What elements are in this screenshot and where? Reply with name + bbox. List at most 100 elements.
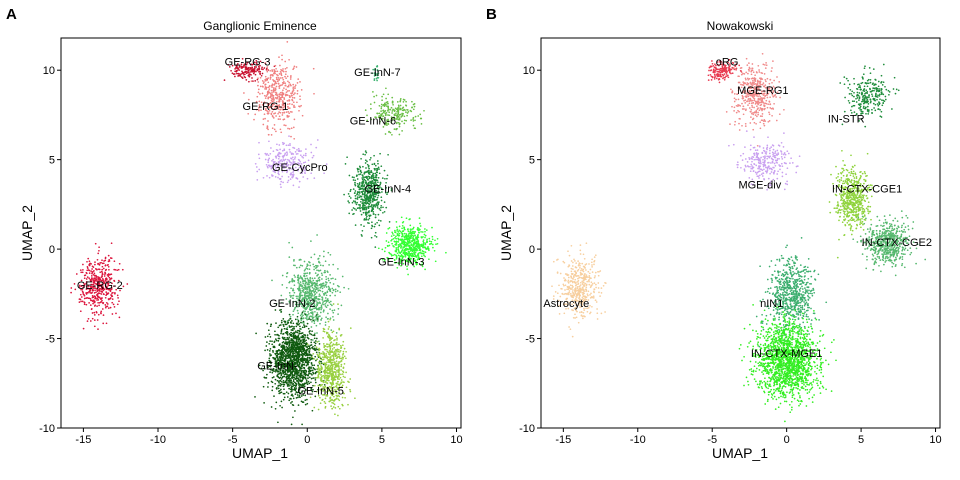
data-point <box>273 170 276 173</box>
data-point <box>265 377 268 379</box>
data-point <box>297 357 300 360</box>
data-point <box>96 305 98 307</box>
data-point <box>334 366 336 369</box>
data-point <box>294 84 297 87</box>
data-point <box>297 340 299 343</box>
data-point <box>279 404 281 407</box>
data-point <box>102 322 105 325</box>
data-point <box>407 230 410 233</box>
data-point <box>310 381 312 384</box>
data-point <box>388 227 391 229</box>
data-point <box>97 313 100 316</box>
data-point <box>319 315 321 317</box>
data-point <box>394 107 397 110</box>
data-point <box>368 177 371 180</box>
data-point <box>247 98 250 101</box>
data-point <box>287 176 290 178</box>
data-point <box>388 221 391 223</box>
data-point <box>278 56 280 58</box>
data-point <box>407 241 410 244</box>
data-point <box>279 93 282 96</box>
data-point <box>97 262 100 265</box>
data-point <box>380 110 382 112</box>
data-point <box>316 312 319 314</box>
data-point <box>308 281 311 284</box>
data-point <box>302 289 305 291</box>
data-point <box>286 169 289 171</box>
data-point <box>298 180 301 183</box>
data-point <box>88 302 90 304</box>
data-point <box>412 108 415 111</box>
data-point <box>93 325 96 328</box>
data-point <box>275 107 278 110</box>
data-point <box>325 294 328 297</box>
data-point <box>81 271 84 274</box>
data-point <box>377 203 380 206</box>
data-point <box>303 169 306 171</box>
data-point <box>282 106 285 109</box>
data-point <box>91 295 94 297</box>
data-point <box>371 200 374 203</box>
data-point <box>295 153 298 155</box>
data-point <box>278 87 281 89</box>
data-point <box>324 284 327 287</box>
data-point <box>318 293 321 296</box>
data-point <box>298 293 301 296</box>
data-point <box>305 359 308 362</box>
data-point <box>82 269 84 271</box>
data-point <box>298 150 301 153</box>
data-point <box>329 253 332 256</box>
data-point <box>387 102 389 105</box>
data-point <box>275 167 277 169</box>
data-point <box>337 373 340 376</box>
data-point <box>358 188 361 191</box>
data-point <box>236 67 238 70</box>
data-point <box>353 212 355 215</box>
data-point <box>368 176 371 178</box>
data-point <box>287 392 290 395</box>
data-point <box>371 179 374 182</box>
data-point <box>287 110 290 113</box>
data-point <box>395 250 398 253</box>
data-point <box>293 158 296 160</box>
data-point <box>284 357 287 360</box>
data-point <box>316 332 318 334</box>
data-point <box>316 358 319 361</box>
data-point <box>269 348 272 350</box>
data-point <box>320 319 322 321</box>
data-point <box>290 172 293 174</box>
data-point <box>288 377 290 379</box>
data-point <box>318 340 320 343</box>
data-point <box>302 161 305 164</box>
data-point <box>266 152 268 155</box>
data-point <box>96 319 99 321</box>
data-point <box>290 382 293 384</box>
data-point <box>259 73 262 75</box>
panel-a-points <box>70 41 447 426</box>
data-point <box>244 66 247 69</box>
data-point <box>354 397 356 400</box>
data-point <box>284 124 287 127</box>
data-point <box>261 72 264 75</box>
data-point <box>306 356 309 359</box>
data-point <box>297 274 300 277</box>
data-point <box>262 123 265 126</box>
data-point <box>258 68 261 71</box>
data-point <box>88 260 91 263</box>
data-point <box>335 332 338 334</box>
data-point <box>281 82 284 84</box>
data-point <box>391 133 393 136</box>
data-point <box>86 291 89 294</box>
data-point <box>311 409 314 412</box>
data-point <box>286 331 289 334</box>
data-point <box>403 249 405 252</box>
data-point <box>402 112 404 115</box>
data-point <box>253 70 256 72</box>
data-point <box>298 355 301 358</box>
data-point <box>270 74 272 76</box>
data-point <box>282 78 285 81</box>
data-point <box>417 236 420 239</box>
data-point <box>316 308 319 311</box>
data-point <box>290 350 293 353</box>
data-point <box>266 103 269 106</box>
